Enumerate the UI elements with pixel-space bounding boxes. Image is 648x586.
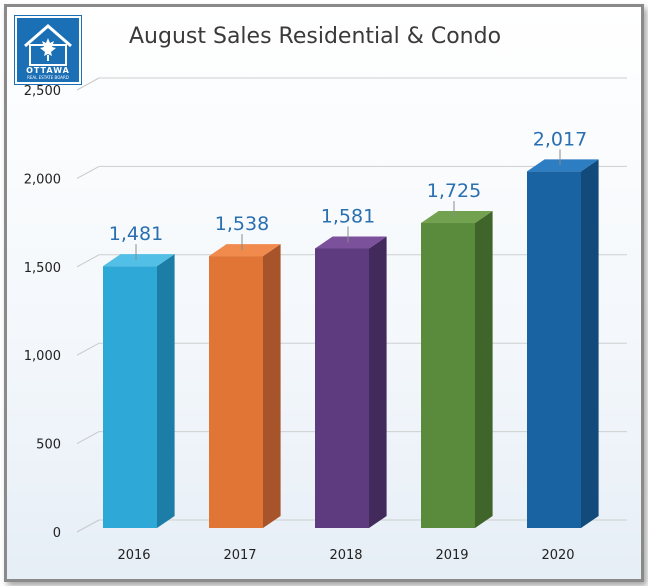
bar-side-2018 xyxy=(369,236,387,529)
bar-2017 xyxy=(209,256,263,528)
gridline-diag xyxy=(76,77,100,91)
y-tick-label: 500 xyxy=(36,438,61,453)
gridline-diag xyxy=(76,431,100,445)
data-label-2019: 1,725 xyxy=(427,180,481,202)
ottawa-real-estate-board-logo: OTTAWA REAL ESTATE BOARD xyxy=(15,16,81,84)
gridline-diag xyxy=(76,342,100,356)
gridline-diag xyxy=(76,519,100,533)
logo-subtext: REAL ESTATE BOARD xyxy=(27,75,69,80)
chart-title: August Sales Residential & Condo xyxy=(129,24,502,49)
x-tick-label: 2016 xyxy=(117,548,150,563)
x-tick-label: 2020 xyxy=(541,548,574,563)
bar-top-2018 xyxy=(315,236,387,249)
x-tick-label: 2019 xyxy=(435,548,468,563)
bar-top-2017 xyxy=(209,244,281,257)
bar-side-2020 xyxy=(581,159,599,528)
gridline-diag xyxy=(76,254,100,268)
data-label-2020: 2,017 xyxy=(533,128,587,150)
bar-chart: 0 500 1,000 1,500 2,000 2,500 1,481 2016 1,538 20… xyxy=(24,77,627,563)
bar-top-2020 xyxy=(527,159,599,172)
y-tick-label: 2,500 xyxy=(24,84,61,99)
bar-2019 xyxy=(421,223,475,528)
bar-top-2016 xyxy=(103,254,175,267)
x-tick-label: 2018 xyxy=(329,548,362,563)
y-tick-label: 0 xyxy=(53,526,61,541)
x-tick-label: 2017 xyxy=(223,548,256,563)
bar-side-2016 xyxy=(157,254,175,529)
data-label-2018: 1,581 xyxy=(321,205,375,227)
bar-2016 xyxy=(103,266,157,528)
bar-side-2017 xyxy=(263,244,281,528)
logo-text: OTTAWA xyxy=(26,66,70,75)
gridline-diag xyxy=(76,165,100,179)
y-tick-label: 1,500 xyxy=(24,261,61,276)
bar-top-2019 xyxy=(421,211,493,224)
bar-2018 xyxy=(315,248,369,529)
bar-2020 xyxy=(527,171,581,528)
bar-side-2019 xyxy=(475,211,493,528)
y-tick-label: 2,000 xyxy=(24,172,61,187)
maple-leaf-house-icon xyxy=(24,24,72,66)
chart-frame: OTTAWA REAL ESTATE BOARD August Sales Re… xyxy=(4,4,644,582)
data-label-2016: 1,481 xyxy=(109,223,163,245)
y-tick-label: 1,000 xyxy=(24,349,61,364)
data-label-2017: 1,538 xyxy=(215,213,269,235)
